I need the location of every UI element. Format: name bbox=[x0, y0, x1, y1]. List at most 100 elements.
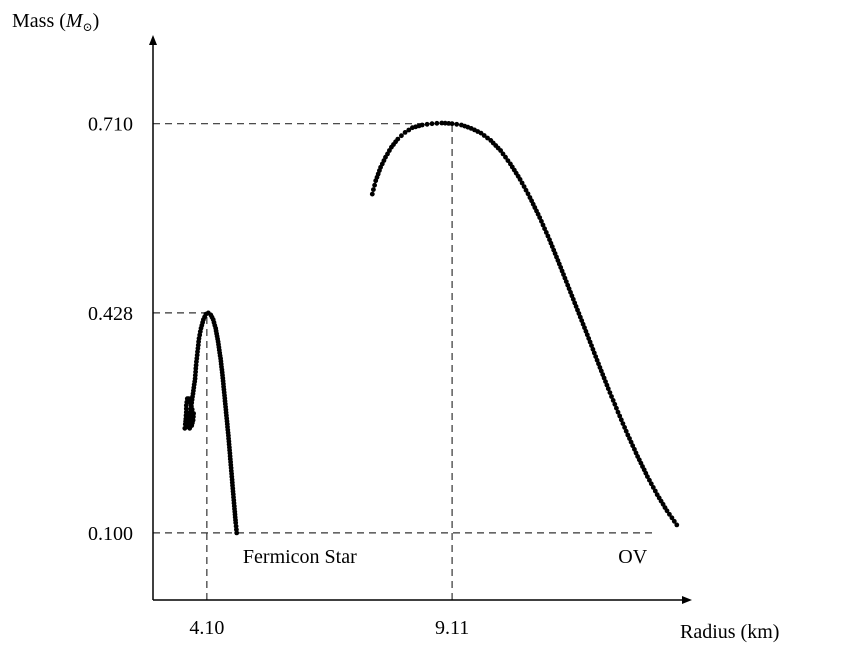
data-point bbox=[586, 336, 592, 341]
data-point bbox=[667, 511, 672, 517]
data-point bbox=[609, 394, 614, 399]
data-point bbox=[399, 133, 404, 139]
data-point bbox=[429, 121, 435, 127]
y-tick-label: 0.428 bbox=[88, 303, 133, 325]
data-point bbox=[593, 354, 599, 359]
data-point bbox=[540, 222, 546, 228]
data-point bbox=[607, 390, 613, 395]
data-point bbox=[645, 474, 650, 479]
data-point bbox=[601, 375, 607, 381]
annotation-label: OV bbox=[618, 546, 647, 568]
data-point bbox=[628, 439, 634, 445]
y-axis-label-suffix: ) bbox=[93, 10, 100, 32]
data-point bbox=[647, 477, 652, 483]
data-point bbox=[622, 425, 627, 430]
data-point bbox=[570, 296, 576, 302]
data-point bbox=[543, 230, 549, 235]
data-point bbox=[406, 127, 412, 133]
data-point bbox=[652, 488, 658, 494]
data-point bbox=[521, 184, 527, 190]
data-point bbox=[424, 121, 430, 127]
x-tick-label: 9.11 bbox=[435, 617, 469, 639]
data-point bbox=[545, 233, 551, 239]
data-point bbox=[674, 522, 680, 528]
data-point bbox=[614, 405, 619, 411]
data-point bbox=[498, 148, 503, 153]
data-point bbox=[582, 325, 587, 331]
data-point bbox=[369, 191, 375, 197]
data-point bbox=[537, 215, 543, 221]
data-point bbox=[584, 332, 590, 338]
reference-lines bbox=[153, 123, 655, 600]
data-point bbox=[579, 318, 585, 323]
data-point bbox=[576, 311, 582, 316]
annotation-label: Fermicon Star bbox=[243, 546, 357, 568]
data-point bbox=[539, 218, 544, 224]
data-point bbox=[618, 417, 624, 423]
data-point bbox=[442, 120, 448, 126]
data-point bbox=[449, 121, 455, 127]
data-point bbox=[561, 272, 566, 277]
data-point bbox=[454, 121, 460, 127]
data-point bbox=[371, 187, 376, 193]
data-point bbox=[598, 368, 604, 374]
data-point bbox=[558, 265, 564, 270]
data-point bbox=[671, 518, 677, 524]
series-2-line bbox=[371, 122, 678, 526]
data-point bbox=[434, 120, 440, 126]
data-point bbox=[664, 508, 670, 514]
y-axis-label-subscript: ⊙ bbox=[83, 20, 93, 34]
y-axis-label: Mass (M⊙) bbox=[12, 10, 99, 34]
data-point bbox=[183, 406, 189, 412]
data-point bbox=[542, 226, 547, 232]
data-point bbox=[517, 177, 523, 182]
data-point bbox=[503, 154, 508, 160]
data-point bbox=[566, 286, 572, 292]
data-point bbox=[630, 443, 636, 449]
series-2 bbox=[369, 120, 680, 528]
data-point bbox=[519, 180, 525, 186]
data-point bbox=[590, 346, 596, 352]
data-point bbox=[573, 304, 579, 309]
data-point bbox=[627, 436, 632, 441]
data-point bbox=[596, 361, 601, 367]
data-point bbox=[632, 446, 637, 452]
data-point bbox=[612, 401, 618, 407]
data-point bbox=[234, 530, 240, 536]
data-point bbox=[402, 130, 408, 135]
y-tick-label: 0.710 bbox=[88, 114, 133, 136]
y-tick-label: 0.100 bbox=[88, 523, 133, 545]
data-point bbox=[591, 350, 597, 356]
data-point bbox=[372, 182, 377, 188]
data-point bbox=[650, 485, 656, 490]
data-point bbox=[594, 357, 600, 363]
data-point bbox=[648, 481, 654, 487]
data-point bbox=[620, 421, 626, 426]
axes bbox=[149, 35, 692, 604]
y-axis-label-symbol: M bbox=[65, 10, 84, 32]
data-point bbox=[604, 382, 610, 388]
data-point bbox=[623, 428, 629, 434]
data-point bbox=[589, 343, 594, 348]
data-point bbox=[481, 133, 487, 138]
series-1 bbox=[182, 310, 240, 536]
data-points bbox=[182, 120, 680, 536]
data-point bbox=[505, 158, 511, 164]
tick-labels: 0.100 0.428 0.710 4.10 9.11 Fermicon Star OV bbox=[88, 114, 648, 639]
x-tick-label: 4.10 bbox=[189, 617, 224, 639]
data-point bbox=[523, 187, 529, 193]
data-point bbox=[183, 409, 189, 415]
data-point bbox=[617, 413, 623, 419]
data-point bbox=[419, 122, 425, 128]
data-point bbox=[615, 409, 621, 415]
data-point bbox=[587, 339, 593, 345]
data-point bbox=[525, 191, 531, 197]
data-point bbox=[563, 279, 569, 284]
y-axis-label-prefix: Mass ( bbox=[12, 10, 66, 32]
data-point bbox=[395, 136, 401, 142]
data-point bbox=[439, 120, 445, 126]
data-point bbox=[669, 515, 675, 521]
data-point bbox=[485, 135, 490, 141]
data-point bbox=[193, 369, 199, 375]
